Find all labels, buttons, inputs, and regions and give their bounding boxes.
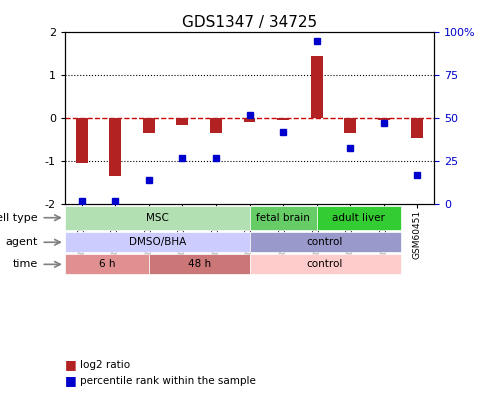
Bar: [210, 118, 222, 133]
Text: MSC: MSC: [146, 213, 169, 223]
FancyBboxPatch shape: [317, 206, 401, 230]
FancyBboxPatch shape: [65, 254, 149, 274]
Text: agent: agent: [5, 237, 38, 247]
Bar: [143, 118, 155, 133]
Bar: [311, 56, 322, 118]
Text: log2 ratio: log2 ratio: [80, 360, 130, 369]
Bar: [76, 118, 87, 163]
Text: 6 h: 6 h: [99, 259, 115, 269]
Text: ■: ■: [65, 358, 77, 371]
FancyBboxPatch shape: [149, 254, 250, 274]
Text: adult liver: adult liver: [332, 213, 385, 223]
Bar: [244, 118, 255, 122]
Text: fetal brain: fetal brain: [256, 213, 310, 223]
FancyBboxPatch shape: [250, 254, 401, 274]
Title: GDS1347 / 34725: GDS1347 / 34725: [182, 15, 317, 30]
Bar: [177, 118, 188, 125]
Text: cell type: cell type: [0, 213, 38, 223]
FancyBboxPatch shape: [65, 232, 250, 252]
Text: DMSO/BHA: DMSO/BHA: [129, 237, 186, 247]
Text: 48 h: 48 h: [188, 259, 211, 269]
FancyBboxPatch shape: [250, 206, 317, 230]
Bar: [109, 118, 121, 176]
Text: ■: ■: [65, 374, 77, 387]
Bar: [412, 118, 423, 138]
Text: control: control: [307, 237, 343, 247]
Bar: [277, 118, 289, 120]
Text: control: control: [307, 259, 343, 269]
Bar: [378, 118, 390, 120]
Bar: [344, 118, 356, 133]
FancyBboxPatch shape: [65, 206, 250, 230]
Text: percentile rank within the sample: percentile rank within the sample: [80, 376, 255, 386]
FancyBboxPatch shape: [250, 232, 401, 252]
Text: time: time: [13, 259, 38, 269]
